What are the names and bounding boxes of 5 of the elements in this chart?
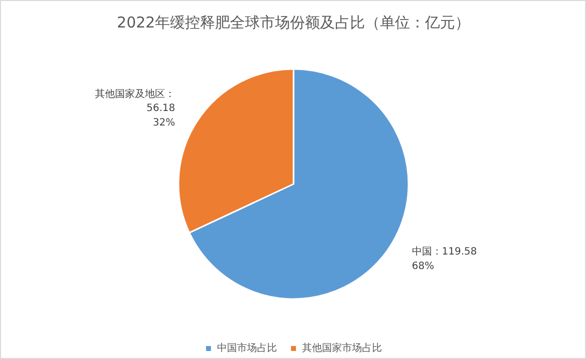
legend-label: 其他国家市场占比 bbox=[302, 342, 382, 355]
data-label: 中国：119.58 68% bbox=[412, 246, 477, 272]
legend-label: 中国市场占比 bbox=[217, 342, 277, 355]
data-label: 其他国家及地区： 56.18 32% bbox=[95, 88, 176, 128]
chart-title: 2022年缓控释肥全球市场份额及占比（单位：亿元） bbox=[116, 14, 470, 32]
